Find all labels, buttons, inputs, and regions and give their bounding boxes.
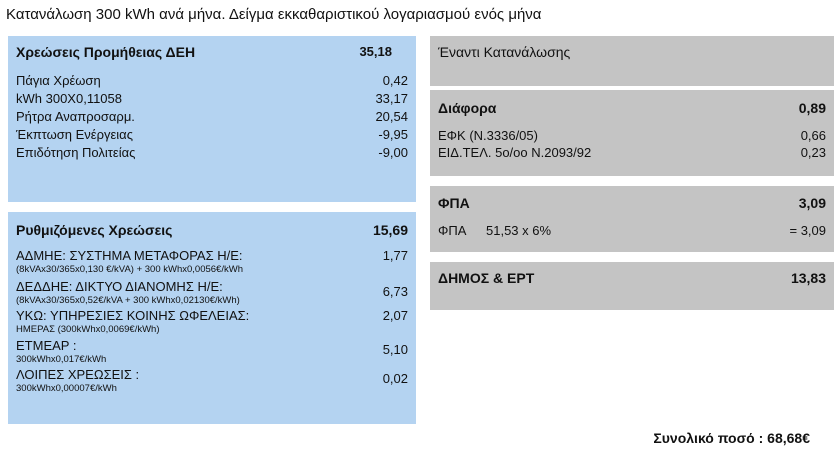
regulated-item-label: ΕΤΜΕΑΡ : <box>16 338 77 353</box>
municipal-heading: ΔΗΜΟΣ & ΕΡΤ <box>438 270 535 286</box>
various-item-value: 0,66 <box>800 128 826 143</box>
vat-formula: 51,53 x 6% <box>486 223 552 238</box>
against-heading: Έναντι Κατανάλωσης <box>438 44 571 60</box>
regulated-item-value: 5,10 <box>382 342 408 357</box>
supply-item-label: kWh 300X0,11058 <box>16 91 122 106</box>
supply-item-row: Πάγια Χρέωση 0,42 <box>16 73 408 88</box>
various-panel: Διάφορα 0,89 ΕΦΚ (Ν.3336/05) 0,66 ΕΙΔ.ΤΕ… <box>430 90 834 176</box>
vat-panel: ΦΠΑ 3,09 ΦΠΑ 51,53 x 6% = 3,09 <box>430 186 834 252</box>
vat-value: = 3,09 <box>789 223 826 238</box>
regulated-item-row: ΑΔΜΗΕ: ΣΥΣΤΗΜΑ ΜΕΤΑΦΟΡΑΣ Η/Ε: 1,77 <box>16 248 408 263</box>
various-item-label: ΕΙΔ.ΤΕΛ. 5ο/οο Ν.2093/92 <box>438 145 592 160</box>
regulated-item-detail: (8kVAx30/365x0,52€/kVA + 300 kWhx0,02130… <box>16 295 240 306</box>
vat-heading: ΦΠΑ <box>438 195 470 211</box>
various-heading-value: 0,89 <box>798 100 826 116</box>
various-item-row: ΕΦΚ (Ν.3336/05) 0,66 <box>438 128 826 143</box>
various-item-value: 0,23 <box>800 145 826 160</box>
supply-item-value: 0,42 <box>382 73 408 88</box>
supply-item-row: Έκπτωση Ενέργειας -9,95 <box>16 127 408 142</box>
various-item-row: ΕΙΔ.ΤΕΛ. 5ο/οο Ν.2093/92 0,23 <box>438 145 826 160</box>
various-heading: Διάφορα <box>438 100 497 116</box>
supply-item-value: 20,54 <box>375 109 408 124</box>
supply-item-label: Ρήτρα Αναπροσαρμ. <box>16 109 135 124</box>
supply-item-row: kWh 300X0,11058 33,17 <box>16 91 408 106</box>
supply-item-label: Επιδότηση Πολιτείας <box>16 145 136 160</box>
municipal-heading-value: 13,83 <box>790 270 826 286</box>
regulated-charges-panel: Ρυθμιζόμενες Χρεώσεις 15,69 ΑΔΜΗΕ: ΣΥΣΤΗ… <box>8 212 416 424</box>
regulated-item-row: ΔΕΔΔΗΕ: ΔΙΚΤΥΟ ΔΙΑΝΟΜΗΣ Η/Ε: 6,73 <box>16 279 408 299</box>
regulated-item-label: ΥΚΩ: ΥΠΗΡΕΣΙΕΣ ΚΟΙΝΗΣ ΩΦΕΛΕΙΑΣ: <box>16 308 250 323</box>
supply-item-label: Έκπτωση Ενέργειας <box>16 127 133 142</box>
supply-item-row: Επιδότηση Πολιτείας -9,00 <box>16 145 408 160</box>
against-consumption-panel: Έναντι Κατανάλωσης <box>430 36 834 86</box>
vat-label: ΦΠΑ <box>438 223 467 238</box>
supply-item-label: Πάγια Χρέωση <box>16 73 101 88</box>
vat-heading-value: 3,09 <box>798 195 826 211</box>
various-item-label: ΕΦΚ (Ν.3336/05) <box>438 128 538 143</box>
supply-charges-panel: Χρεώσεις Προμήθειας ΔΕΗ 35,18 Πάγια Χρέω… <box>8 36 416 202</box>
regulated-heading-row: Ρυθμιζόμενες Χρεώσεις 15,69 <box>16 222 408 238</box>
vat-heading-row: ΦΠΑ 3,09 <box>438 195 826 211</box>
municipal-panel: ΔΗΜΟΣ & ΕΡΤ 13,83 <box>430 262 834 310</box>
regulated-item-row: ΥΚΩ: ΥΠΗΡΕΣΙΕΣ ΚΟΙΝΗΣ ΩΦΕΛΕΙΑΣ: 2,07 <box>16 308 408 323</box>
regulated-heading: Ρυθμιζόμενες Χρεώσεις <box>16 222 173 238</box>
regulated-item-detail: (8kVAx30/365x0,130 €/kVA) + 300 kWhx0,00… <box>16 264 243 275</box>
supply-item-value: 33,17 <box>375 91 408 106</box>
regulated-item-value: 0,02 <box>382 371 408 386</box>
supply-heading: Χρεώσεις Προμήθειας ΔΕΗ <box>16 44 196 60</box>
various-heading-row: Διάφορα 0,89 <box>438 100 826 116</box>
supply-heading-row: Χρεώσεις Προμήθειας ΔΕΗ 35,18 <box>16 44 408 60</box>
regulated-item-label: ΛΟΙΠΕΣ ΧΡΕΩΣΕΙΣ : <box>16 367 140 382</box>
total-amount: Συνολικό ποσό : 68,68€ <box>653 430 810 446</box>
supply-item-value: -9,00 <box>378 145 408 160</box>
supply-item-row: Ρήτρα Αναπροσαρμ. 20,54 <box>16 109 408 124</box>
regulated-item-row: ΛΟΙΠΕΣ ΧΡΕΩΣΕΙΣ : 0,02 <box>16 367 408 386</box>
regulated-item-value: 2,07 <box>382 308 408 323</box>
regulated-item-row: ΕΤΜΕΑΡ : 5,10 <box>16 338 408 357</box>
municipal-heading-row: ΔΗΜΟΣ & ΕΡΤ 13,83 <box>438 270 826 286</box>
regulated-item-label: ΔΕΔΔΗΕ: ΔΙΚΤΥΟ ΔΙΑΝΟΜΗΣ Η/Ε: <box>16 279 223 294</box>
regulated-item-detail: 300kWhx0,017€/kWh <box>16 354 107 365</box>
regulated-item-detail: ΗΜΕΡΑΣ (300kWhx0,0069€/kWh) <box>16 324 160 335</box>
regulated-item-detail: 300kWhx0,00007€/kWh <box>16 383 117 394</box>
regulated-item-label: ΑΔΜΗΕ: ΣΥΣΤΗΜΑ ΜΕΤΑΦΟΡΑΣ Η/Ε: <box>16 248 243 263</box>
supply-item-value: -9,95 <box>378 127 408 142</box>
supply-heading-value: 35,18 <box>359 44 392 59</box>
regulated-heading-value: 15,69 <box>372 222 408 238</box>
page-title: Κατανάλωση 300 kWh ανά μήνα. Δείγμα εκκα… <box>6 6 542 23</box>
regulated-item-value: 1,77 <box>382 248 408 263</box>
vat-detail-row: ΦΠΑ 51,53 x 6% = 3,09 <box>438 223 826 238</box>
regulated-item-value: 6,73 <box>382 284 408 299</box>
